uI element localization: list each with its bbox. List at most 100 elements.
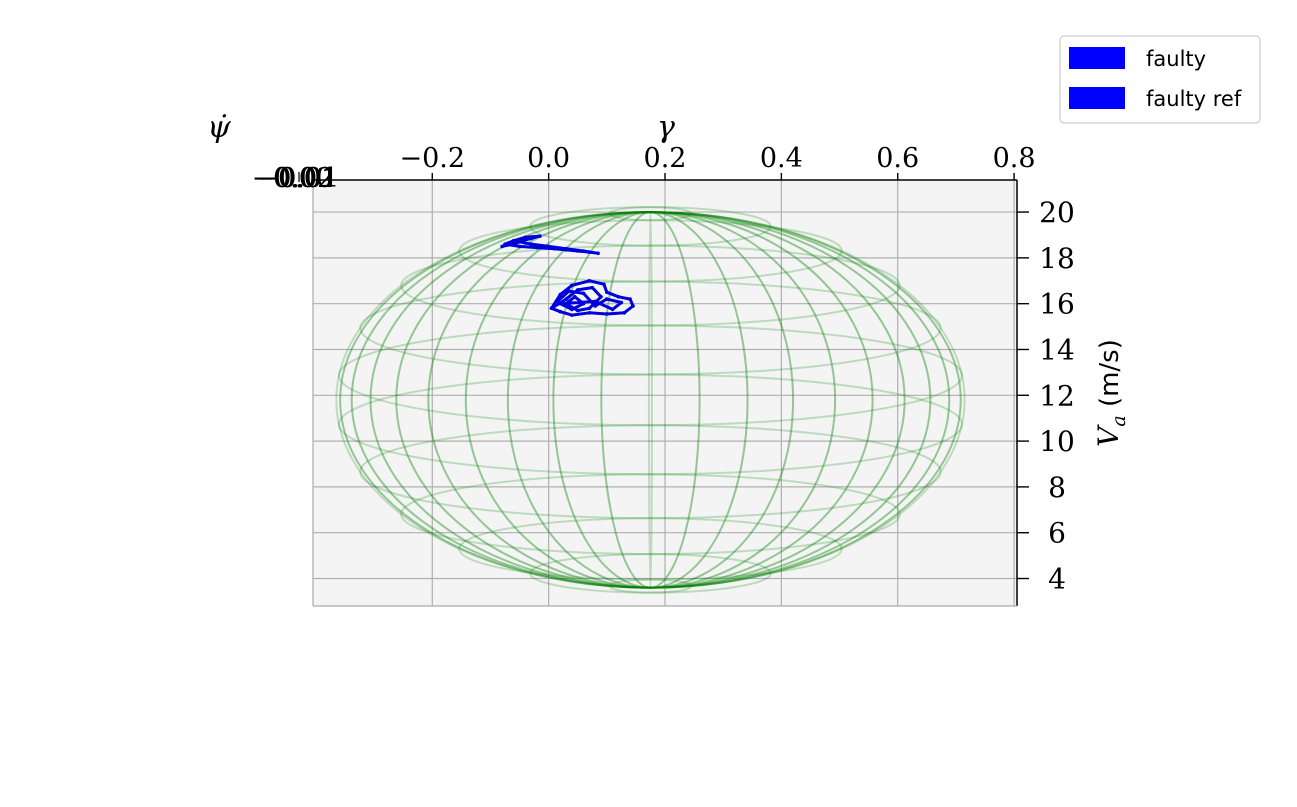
series-0-point-9 bbox=[535, 245, 539, 250]
series-1-point-10 bbox=[605, 312, 609, 316]
series-1-point-27 bbox=[610, 307, 615, 312]
ellipsoid-meridian-15 bbox=[427, 211, 874, 589]
z-axis-label: V bbox=[1092, 424, 1125, 447]
z-ticks: 4 6 8 10 12 14 16 18 20 bbox=[1017, 196, 1075, 596]
data-series bbox=[500, 234, 635, 317]
ellipsoid-latitude-10 bbox=[529, 206, 772, 247]
x-tick-label-0: −0.2 bbox=[399, 143, 465, 174]
x-tick-label-2: 0.2 bbox=[644, 143, 687, 174]
series-0-point-4 bbox=[538, 234, 542, 238]
z-tick-label-4: 12 bbox=[1039, 379, 1075, 412]
ellipsoid-meridian-10 bbox=[647, 211, 653, 589]
x-tick-label-1: 0.0 bbox=[527, 143, 570, 174]
ellipsoid-meridian-2 bbox=[350, 211, 951, 589]
series-1-point-3 bbox=[587, 278, 592, 283]
legend: faulty faulty ref bbox=[1059, 35, 1261, 124]
series-1-point-22 bbox=[573, 295, 577, 299]
y-axis-label: ψ̇ bbox=[207, 110, 231, 145]
series-0-point-2 bbox=[520, 238, 525, 243]
series-0-point-10 bbox=[552, 246, 557, 251]
series-1-point-8 bbox=[631, 304, 635, 308]
z-tick-label-2: 8 bbox=[1048, 471, 1066, 504]
series-1-point-29 bbox=[605, 297, 609, 301]
series-1-point-17 bbox=[590, 285, 595, 290]
series-1-point-26 bbox=[593, 299, 597, 304]
series-0-point-12 bbox=[575, 249, 580, 253]
series-1-point-32 bbox=[567, 289, 571, 293]
series-1-point-25 bbox=[558, 301, 563, 306]
series-0-point-19 bbox=[517, 240, 522, 244]
series-0-point-17 bbox=[546, 244, 551, 249]
series-1-path bbox=[550, 279, 635, 317]
ellipsoid-latitude-3 bbox=[400, 473, 901, 556]
series-1-point-12 bbox=[570, 313, 574, 317]
ellipsoid-wireframe bbox=[335, 206, 966, 594]
series-1-point-4 bbox=[602, 282, 606, 287]
series-1-point-21 bbox=[564, 301, 568, 306]
ellipsoid-meridian-5 bbox=[427, 211, 874, 589]
series-1-point-20 bbox=[575, 308, 580, 313]
z-axis-label-group: Va (m/s) bbox=[1092, 339, 1130, 447]
series-0-point-14 bbox=[596, 251, 600, 256]
series-1-point-23 bbox=[581, 301, 586, 306]
ellipsoid-meridian-16 bbox=[395, 211, 906, 589]
series-1-point-28 bbox=[619, 300, 624, 305]
series-1-point-5 bbox=[605, 290, 609, 295]
z-tick-label-3: 10 bbox=[1039, 425, 1075, 458]
series-1-point-30 bbox=[593, 304, 597, 308]
ellipsoid-meridian-18 bbox=[350, 211, 951, 589]
z-axis-label-subscript: a bbox=[1108, 415, 1130, 426]
legend-swatch-1 bbox=[1069, 87, 1125, 109]
series-0-point-7 bbox=[503, 242, 507, 246]
z-tick-label-5: 14 bbox=[1039, 333, 1075, 366]
series-1-point-33 bbox=[555, 299, 560, 304]
svg-text:Va (m/s): Va (m/s) bbox=[1092, 339, 1130, 447]
x-tick-label-5: 0.8 bbox=[993, 143, 1036, 174]
y-tick-label-3: 0.01 bbox=[278, 163, 338, 194]
series-1-point-13 bbox=[558, 309, 563, 314]
ellipsoid-latitude-8 bbox=[400, 244, 901, 327]
series-1-point-18 bbox=[599, 295, 603, 299]
ellipsoid-latitude-4 bbox=[359, 424, 942, 520]
ellipsoid-meridian-11 bbox=[600, 211, 701, 589]
ellipsoid-latitude-1 bbox=[529, 553, 772, 594]
x-ticks: −0.2 0.0 0.2 0.4 0.6 0.8 bbox=[399, 143, 1036, 180]
ellipsoid-meridian-6 bbox=[464, 211, 837, 589]
y-tick-label-0: −0.02 bbox=[252, 163, 335, 194]
series-0-point-15 bbox=[581, 249, 586, 253]
series-1-point-19 bbox=[587, 306, 592, 311]
ellipsoid-latitude-11 bbox=[608, 206, 693, 222]
series-1-point-16 bbox=[575, 288, 580, 292]
ellipsoid-meridian-12 bbox=[552, 211, 749, 589]
series-1-point-2 bbox=[570, 283, 574, 288]
ellipsoid-meridian-8 bbox=[552, 211, 749, 589]
ellipsoid-latitude-6 bbox=[337, 324, 963, 427]
series-0-point-13 bbox=[587, 250, 592, 254]
ellipsoid-meridian-14 bbox=[464, 211, 837, 589]
ellipsoid-meridian-17 bbox=[369, 211, 932, 589]
ellipsoid-latitude-9 bbox=[458, 219, 843, 283]
z-axis-label-unit: (m/s) bbox=[1095, 339, 1125, 415]
series-0-point-0 bbox=[500, 244, 504, 249]
x-tick-label-4: 0.6 bbox=[876, 143, 919, 174]
ellipsoid-meridian-7 bbox=[506, 211, 795, 589]
legend-label-1: faulty ref bbox=[1146, 87, 1242, 111]
y-tick-label-2: 0.00 bbox=[273, 163, 333, 194]
y-tick-label-1: −0.01 bbox=[257, 163, 340, 194]
ellipsoid-latitude-7 bbox=[359, 280, 942, 376]
legend-label-0: faulty bbox=[1146, 47, 1206, 71]
z-tick-label-0: 4 bbox=[1048, 563, 1066, 596]
series-0-point-3 bbox=[529, 236, 533, 241]
series-1-point-6 bbox=[616, 295, 621, 299]
ellipsoid-latitude-0 bbox=[608, 578, 693, 594]
x-tick-label-3: 0.4 bbox=[760, 143, 803, 174]
series-1-point-9 bbox=[622, 311, 627, 315]
series-0-point-6 bbox=[511, 238, 516, 243]
grid bbox=[313, 180, 1017, 606]
ellipsoid-latitude-5 bbox=[337, 373, 963, 476]
ellipsoid-meridian-3 bbox=[369, 211, 932, 589]
z-tick-label-6: 16 bbox=[1039, 288, 1075, 321]
series-1-point-11 bbox=[587, 311, 592, 315]
series-1-point-7 bbox=[628, 297, 632, 301]
